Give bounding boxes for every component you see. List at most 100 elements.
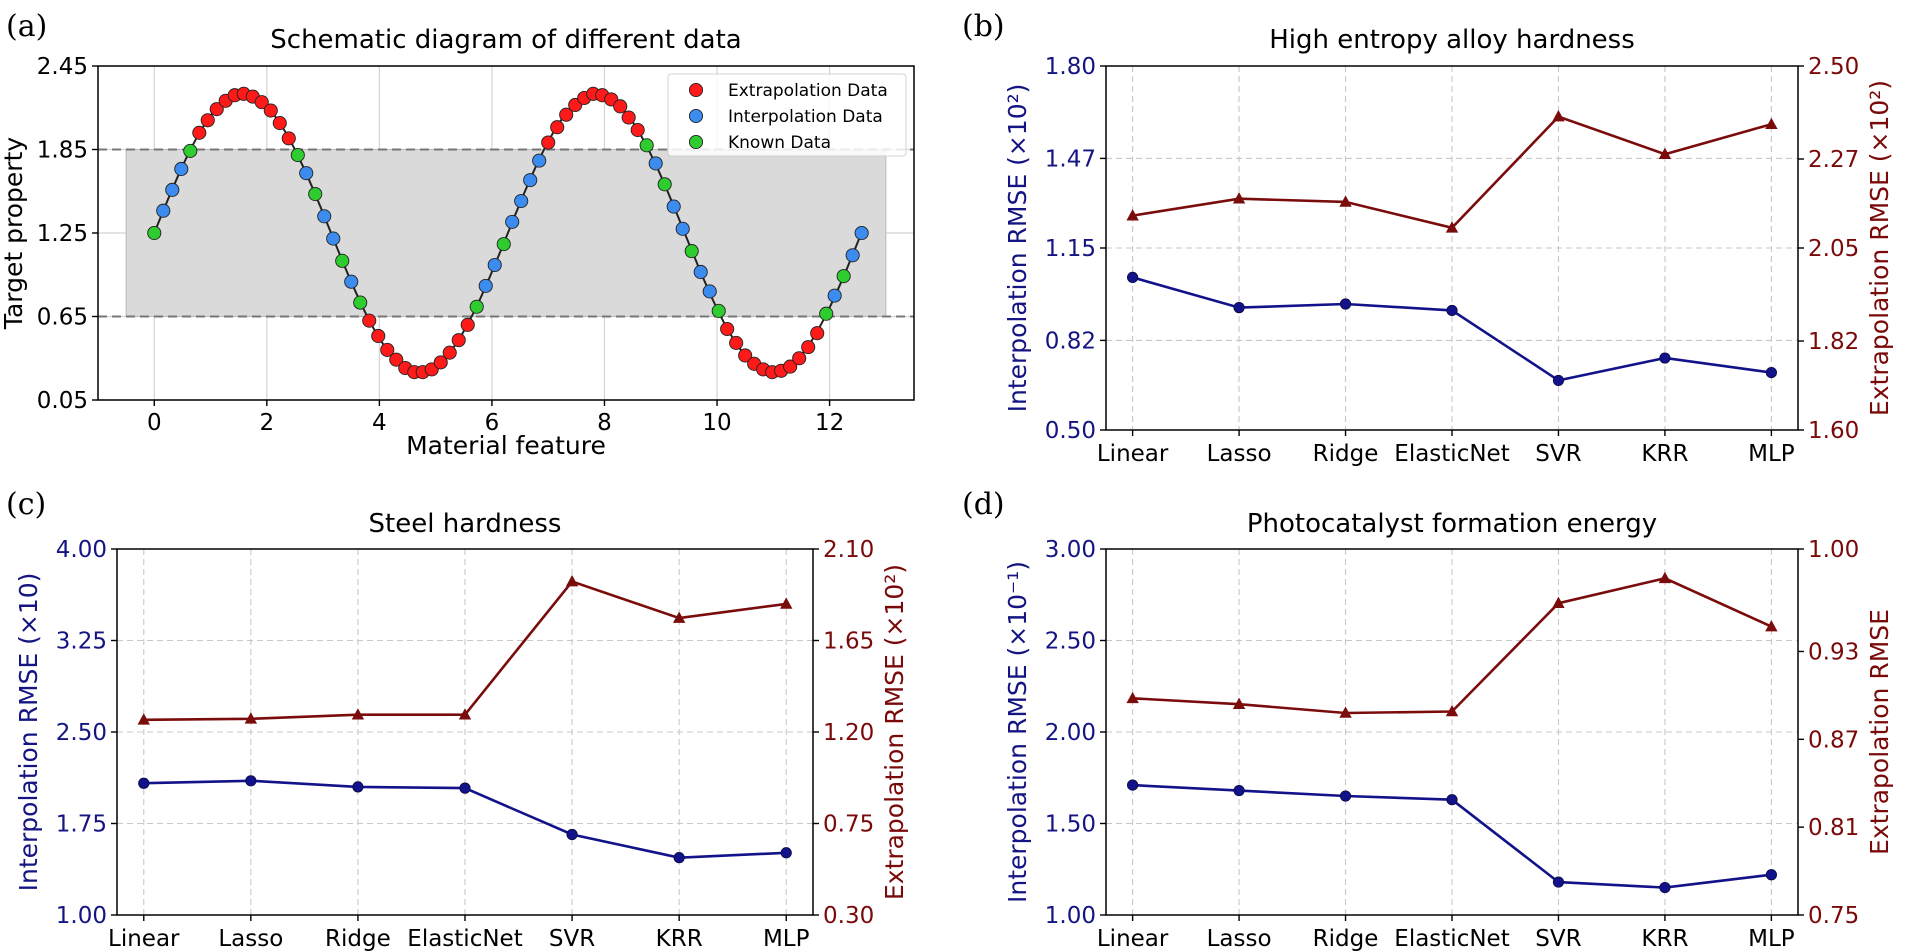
extrapolation-point [389,352,404,367]
legend-marker [688,134,704,150]
x-tick-label: Ridge [1313,926,1379,952]
extrapolation-point [792,351,807,366]
y-right-tick-label: 0.93 [1808,639,1859,665]
interpolation-point [1446,304,1458,317]
extrapolation-point [613,99,628,114]
x-axis-label: Material feature [406,431,606,460]
chart-steel-hardness: Steel hardness Linear Lasso Ridge ElasticNet… [14,509,909,952]
interpolation-point [478,278,493,293]
interpolation-point [165,182,180,197]
extrapolation-point [200,113,215,128]
extrapolation-point [1232,697,1246,709]
y-left-axis-label: Interpolation RMSE (×10²) [1003,84,1032,413]
y-left-tick-label: 4.00 [56,537,107,563]
y-right-tick-label: 1.20 [823,720,874,746]
extrapolation-point [209,102,224,117]
interpolation-point [352,781,364,793]
known-point [469,299,484,314]
y-right-tick-label: 0.81 [1808,815,1859,841]
extrapolation-point [371,328,386,344]
y-left-tick-label: 1.00 [56,903,107,929]
extrapolation-point [1339,195,1352,207]
x-tick-label: Linear [1097,441,1169,467]
extrapolation-point [738,348,753,363]
chart-title: Steel hardness [369,509,562,539]
y-right-tick-label: 2.10 [823,537,874,563]
interpolation-point [566,828,578,841]
interpolation-point [666,199,681,214]
x-tick-label: Lasso [218,926,283,952]
y-left-tick-label: 1.80 [1045,54,1096,80]
interpolation-point [245,775,257,787]
extrapolation-point [442,345,457,360]
interpolation-point [326,231,341,246]
x-tick-label: ElasticNet [1394,926,1509,952]
y-right-axis-label: Extrapolation RMSE (×10²) [1865,80,1894,416]
y-right-tick-label: 2.05 [1808,236,1859,262]
known-point [183,143,198,158]
interpolation-point [138,777,150,789]
y-left-tick-label: 2.00 [1045,720,1096,746]
extrapolation-point [621,110,636,125]
chart-schematic: Schematic diagram of different data 0 2 4 6 8… [0,25,915,460]
chart-high-entropy-alloy: High entropy alloy hardness Linear Lasso Ri… [1003,25,1894,467]
y-left-tick-label: 2.50 [56,720,107,746]
legend-label: Known Data [728,133,831,153]
legend-marker [688,82,704,98]
y-tick-label: 0.65 [37,305,88,331]
interpolation-point [675,221,690,236]
y-left-tick-label: 3.00 [1045,537,1096,563]
interpolation-point [1765,869,1777,881]
y-left-axis-label: Interpolation RMSE (×10⁻¹) [1003,561,1032,903]
interpolation-point [344,274,359,289]
interpolation-point [505,214,520,229]
interpolation-point [1127,779,1139,791]
known-point [657,177,672,192]
x-tick-label: MLP [1748,926,1795,952]
extrapolation-point [780,597,793,609]
x-tick-label: Linear [1097,926,1169,952]
y-tick-label: 1.25 [37,221,88,247]
panel-label-d: (d) [962,487,1005,522]
extrapolation-point [263,103,278,118]
x-tick-label: MLP [1748,441,1795,467]
extrapolation-point [1445,221,1459,233]
interpolation-point [532,153,547,168]
y-tick-label: 1.85 [37,138,88,164]
extrapolation-point [272,116,287,131]
extrapolation-point [565,575,579,587]
y-left-tick-label: 2.50 [1045,629,1096,655]
y-right-tick-label: 1.00 [1808,537,1859,563]
known-point [147,225,162,241]
extrapolation-point [1658,147,1672,159]
extrapolation-point [351,708,365,720]
interpolation-point [1552,374,1565,387]
extrapolation-point [1126,209,1139,221]
known-point [353,295,368,310]
extrapolation-point [254,95,269,110]
interpolation-point [317,209,332,224]
y-right-tick-label: 1.82 [1808,329,1859,355]
extrapolation-point [1552,110,1565,122]
x-tick-label: 0 [147,410,162,436]
x-tick-label: 10 [702,410,731,436]
interpolation-point [693,264,708,280]
x-tick-label: SVR [1535,441,1581,467]
x-tick-label: 4 [372,410,387,436]
interpolation-point [1446,794,1458,806]
interpolation-point [523,173,538,188]
y-left-tick-label: 3.25 [56,629,107,655]
extrapolation-point [729,335,744,350]
extrapolation-point [550,120,565,135]
chart-title: High entropy alloy hardness [1269,25,1635,55]
chart-title: Photocatalyst formation energy [1247,509,1657,539]
y-right-tick-label: 0.30 [823,903,874,929]
y-right-tick-label: 0.75 [1808,903,1859,929]
extrapolation-point [720,321,735,337]
x-tick-label: KRR [1641,926,1688,952]
panel-label-c: (c) [6,487,46,522]
extrapolation-point [281,131,296,146]
extrapolation-point [1339,706,1352,718]
interpolation-point [780,847,792,859]
y-left-tick-label: 1.00 [1045,903,1096,929]
